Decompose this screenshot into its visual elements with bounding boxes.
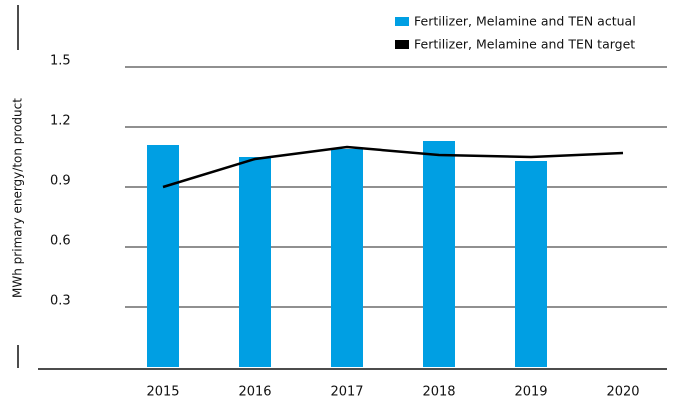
x-tick-label: 2015 bbox=[146, 385, 179, 400]
x-tick-label: 2020 bbox=[606, 385, 639, 400]
y-tick-label: 1.5 bbox=[50, 54, 71, 69]
x-tick-label: 2019 bbox=[514, 385, 547, 400]
y-tick-label: 1.2 bbox=[50, 114, 71, 129]
bar bbox=[515, 161, 547, 367]
legend-label: Fertilizer, Melamine and TEN target bbox=[414, 37, 635, 52]
legend-swatch bbox=[395, 40, 409, 49]
y-tick-label: 0.6 bbox=[50, 234, 71, 249]
bar bbox=[423, 141, 455, 367]
x-tick-label: 2018 bbox=[422, 385, 455, 400]
bar bbox=[239, 157, 271, 367]
line bbox=[162, 145, 624, 189]
y-tick-label: 0.3 bbox=[50, 294, 71, 309]
y-tick-label: 0.9 bbox=[50, 174, 71, 189]
bar bbox=[147, 145, 179, 367]
y-axis-label: MWh primary energy/ton product bbox=[11, 98, 25, 298]
legend-label: Fertilizer, Melamine and TEN actual bbox=[414, 14, 636, 29]
x-tick-label: 2016 bbox=[238, 385, 271, 400]
legend-swatch bbox=[395, 17, 409, 26]
x-tick-label: 2017 bbox=[330, 385, 363, 400]
bar bbox=[331, 149, 363, 367]
